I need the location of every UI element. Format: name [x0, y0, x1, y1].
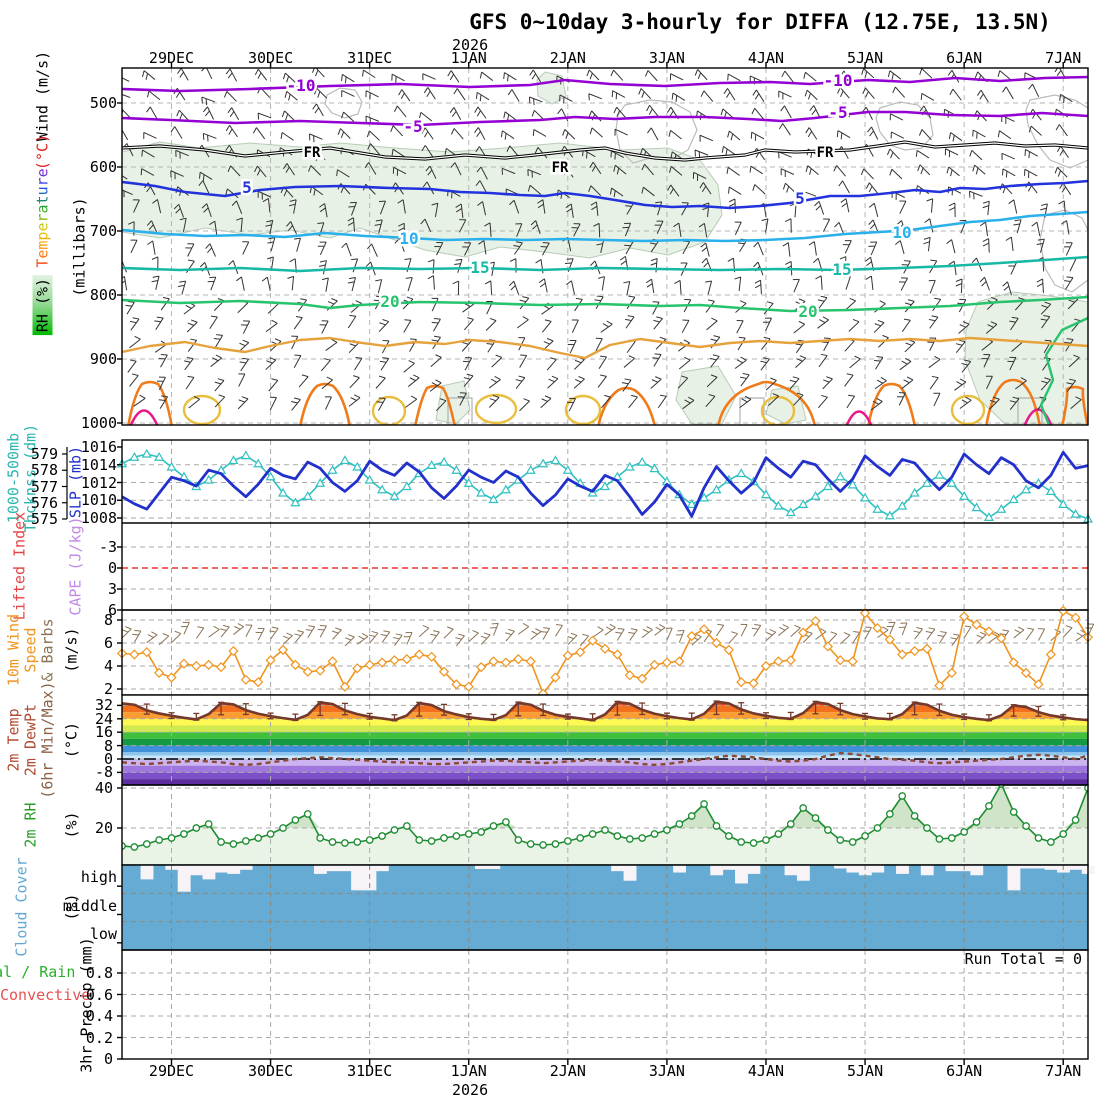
date-label-bottom: 3JAN — [648, 1062, 685, 1080]
tick-label: 0.8 — [85, 964, 113, 982]
cloud-row-label: middle — [62, 896, 117, 915]
date-label-top: 2JAN — [549, 49, 586, 67]
date-label-bottom: 5JAN — [846, 1062, 884, 1080]
tick-label: 24 — [94, 709, 113, 728]
chart-text: FR — [552, 160, 569, 176]
tick-label: 600 — [89, 158, 117, 176]
date-label-bottom: 30DEC — [248, 1062, 294, 1080]
chart-text: -10 — [287, 76, 316, 95]
tick-label: 0 — [103, 1050, 113, 1068]
run-total-label: Run Total = 0 — [964, 950, 1082, 968]
chart-text: 5 — [242, 178, 252, 197]
tick-label: 0.4 — [85, 1007, 113, 1025]
date-label-top: 6JAN — [946, 49, 983, 67]
date-label-bottom: 6JAN — [946, 1062, 983, 1080]
chart-text: 10 — [399, 229, 418, 248]
chart-text: 20 — [380, 292, 399, 311]
tick-label: 1000 — [80, 414, 117, 432]
date-label-top: 29DEC — [148, 49, 195, 67]
tick-label: 3 — [107, 580, 117, 598]
chart-text: 15 — [832, 260, 851, 279]
date-label-top: 4JAN — [747, 49, 785, 67]
tick-label: 6 — [107, 601, 117, 619]
tick-label: -3 — [98, 538, 117, 556]
chart-text: -5 — [828, 103, 847, 122]
date-label-top: 31DEC — [347, 49, 393, 67]
tick-label: 575 — [30, 510, 58, 528]
tick-label: 577 — [30, 477, 58, 496]
tick-label: 1014 — [80, 455, 117, 474]
date-label-top: 1JAN — [450, 49, 487, 67]
tick-label: 0.2 — [85, 1028, 113, 1047]
tick-label: 16 — [94, 723, 113, 742]
date-label-top: 3JAN — [648, 49, 685, 67]
tick-label: 40 — [94, 779, 113, 797]
date-label-bottom: 4JAN — [747, 1062, 785, 1080]
tick-label: 700 — [89, 222, 117, 240]
chart-text: 5 — [795, 189, 805, 208]
tick-label: 500 — [89, 94, 117, 112]
legend-convective: Convective — [0, 986, 91, 1004]
tick-label: 8 — [103, 611, 113, 629]
tick-label: 576 — [30, 493, 58, 512]
tick-label: 20 — [94, 819, 113, 837]
tick-label: 900 — [89, 350, 117, 368]
date-label-bottom: 2JAN — [549, 1062, 586, 1080]
date-label-top: 5JAN — [846, 49, 884, 67]
date-label-bottom: 31DEC — [347, 1062, 393, 1080]
date-label-bottom: 29DEC — [148, 1062, 195, 1080]
chart-text: 15 — [470, 258, 489, 277]
tick-label: 1008 — [80, 509, 117, 527]
tick-label: 32 — [94, 696, 113, 715]
year-label-bottom: 2026 — [452, 1081, 489, 1099]
date-label-top: 7JAN — [1045, 49, 1082, 67]
tick-label: 1012 — [80, 473, 117, 492]
cloud-row-label: high — [80, 868, 117, 887]
tick-label: 800 — [89, 286, 117, 304]
tick-label: 0 — [103, 750, 113, 768]
date-label-bottom: 7JAN — [1045, 1062, 1082, 1080]
date-label-top: 30DEC — [248, 49, 294, 67]
tick-label: 578 — [30, 461, 58, 480]
tick-label: 579 — [30, 445, 58, 463]
tick-label: 0 — [107, 559, 117, 577]
cloud-row-label: low — [89, 924, 117, 943]
tick-label: 1016 — [80, 438, 117, 456]
page-title: GFS 0~10day 3-hourly for DIFFA (12.75E, … — [469, 10, 1051, 34]
chart-text: FR — [304, 145, 321, 161]
year-label-top: 2026 — [452, 36, 489, 54]
tick-label: 8 — [103, 736, 113, 755]
tick-label: -8 — [94, 763, 113, 782]
chart-text: -5 — [403, 117, 422, 136]
chart-text: FR — [817, 145, 834, 161]
tick-label: 2 — [103, 680, 113, 698]
tick-label: 1010 — [80, 491, 117, 510]
chart-text: 20 — [798, 302, 817, 321]
tick-label: 4 — [103, 657, 113, 675]
chart-text: 10 — [892, 223, 911, 242]
chart-text: -10 — [824, 71, 853, 90]
tick-label: 0.6 — [85, 985, 113, 1004]
tick-label: 6 — [103, 634, 113, 652]
legend-total-rain: Total / Rain — [0, 963, 76, 981]
date-label-bottom: 1JAN — [450, 1062, 487, 1080]
